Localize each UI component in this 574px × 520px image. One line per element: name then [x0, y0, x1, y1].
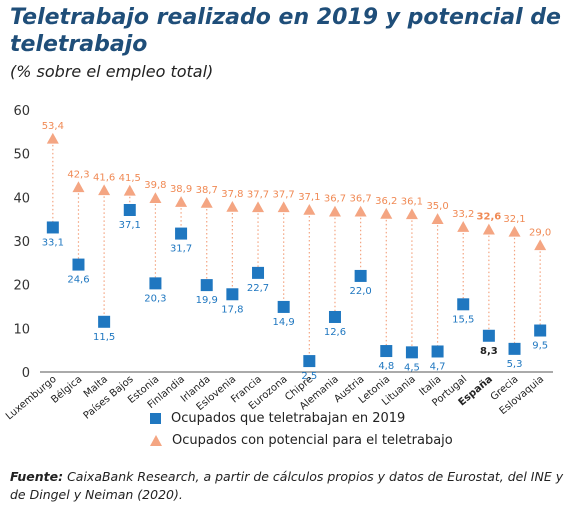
triangle-marker-icon: [150, 435, 162, 446]
potencial-point: [252, 201, 265, 213]
y-tick-label: 60: [13, 104, 30, 119]
realizado-point: [46, 221, 59, 234]
legend-label-realizado: Ocupados que teletrabajan en 2019: [171, 411, 406, 426]
potencial-value-label: 36,1: [401, 196, 423, 207]
potencial-value-label: 37,8: [221, 189, 243, 200]
potencial-value-label: 36,2: [375, 196, 397, 207]
potencial-value-label: 37,1: [298, 192, 320, 203]
potencial-point: [405, 208, 418, 220]
realizado-value-label: 20,3: [144, 293, 166, 304]
y-tick-label: 0: [22, 366, 30, 381]
realizado-value-label: 5,3: [507, 359, 523, 370]
realizado-value-label: 33,1: [42, 237, 64, 248]
potencial-value-label: 41,6: [93, 172, 115, 183]
realizado-point: [226, 288, 239, 301]
legend-item-realizado: Ocupados que teletrabajan en 2019: [150, 411, 405, 426]
realizado-value-label: 22,7: [247, 283, 269, 294]
potencial-value-label: 38,7: [196, 185, 218, 196]
potencial-value-label: 41,5: [119, 173, 141, 184]
potencial-point: [482, 223, 495, 235]
realizado-value-label: 37,1: [119, 220, 141, 231]
realizado-point: [405, 346, 418, 359]
potencial-point: [277, 201, 290, 213]
realizado-point: [534, 324, 547, 337]
y-tick-label: 50: [13, 148, 30, 163]
potencial-point: [303, 203, 316, 215]
potencial-value-label: 37,7: [273, 189, 295, 200]
potencial-value-label: 32,6: [477, 212, 502, 223]
realizado-point: [303, 355, 316, 368]
source-label: Fuente:: [10, 469, 64, 484]
realizado-point: [175, 227, 188, 240]
realizado-value-label: 4,7: [430, 361, 446, 372]
potencial-point: [46, 132, 59, 144]
realizado-point: [277, 300, 290, 313]
realizado-point: [200, 279, 213, 292]
realizado-point: [482, 329, 495, 342]
y-tick-label: 20: [13, 279, 30, 294]
realizado-value-label: 4,8: [378, 361, 394, 372]
y-tick-label: 40: [13, 191, 30, 206]
potencial-value-label: 35,0: [426, 201, 448, 212]
realizado-value-label: 12,6: [324, 327, 346, 338]
potencial-point: [380, 207, 393, 219]
potencial-value-label: 36,7: [324, 194, 346, 205]
potencial-value-label: 38,9: [170, 184, 192, 195]
source-note: Fuente: CaixaBank Research, a partir de …: [10, 468, 570, 504]
realizado-value-label: 31,7: [170, 244, 192, 255]
realizado-value-label: 14,9: [273, 317, 295, 328]
legend-item-potencial: Ocupados con potencial para el teletraba…: [150, 433, 453, 448]
realizado-value-label: 15,5: [452, 314, 474, 325]
potencial-point: [123, 184, 136, 196]
potencial-point: [328, 205, 341, 217]
potencial-point: [149, 192, 162, 204]
potencial-point: [98, 184, 111, 196]
realizado-point: [72, 258, 85, 271]
realizado-value-label: 2,5: [301, 371, 317, 382]
chart-title: Teletrabajo realizado en 2019 y potencia…: [10, 5, 561, 57]
potencial-value-label: 37,7: [247, 189, 269, 200]
potencial-point: [457, 221, 470, 232]
potencial-point: [200, 197, 213, 208]
realizado-point: [328, 310, 341, 323]
potencial-value-label: 39,8: [144, 180, 166, 191]
realizado-point: [149, 277, 162, 290]
legend-label-potencial: Ocupados con potencial para el teletraba…: [172, 433, 453, 448]
realizado-point: [98, 315, 111, 328]
potencial-value-label: 42,3: [67, 169, 89, 180]
potencial-point: [72, 181, 85, 193]
potencial-value-label: 36,7: [349, 194, 371, 205]
realizado-point: [431, 345, 444, 358]
y-tick-label: 30: [13, 235, 30, 250]
source-text: CaixaBank Research, a partir de cálculos…: [10, 469, 564, 502]
realizado-point: [252, 266, 265, 279]
potencial-value-label: 32,1: [503, 214, 525, 225]
square-marker-icon: [150, 413, 161, 424]
potencial-point: [534, 239, 547, 251]
realizado-point: [457, 298, 470, 311]
potencial-point: [431, 213, 444, 224]
realizado-point: [508, 342, 521, 355]
realizado-point: [354, 269, 367, 282]
realizado-point: [380, 345, 393, 358]
y-tick-label: 10: [13, 322, 30, 337]
realizado-point: [123, 203, 136, 216]
realizado-value-label: 11,5: [93, 332, 115, 343]
potencial-point: [175, 196, 188, 207]
potencial-point: [226, 200, 239, 212]
realizado-value-label: 24,6: [67, 275, 89, 286]
chart-subtitle: (% sobre el empleo total): [10, 62, 214, 81]
realizado-value-label: 4,5: [404, 362, 420, 373]
realizado-value-label: 19,9: [196, 295, 218, 306]
potencial-value-label: 53,4: [42, 121, 64, 132]
realizado-value-label: 22,0: [349, 286, 371, 297]
realizado-value-label: 9,5: [532, 341, 548, 352]
potencial-point: [354, 205, 367, 217]
realizado-value-label: 17,8: [221, 304, 243, 315]
realizado-value-label: 8,3: [480, 346, 498, 357]
potencial-value-label: 29,0: [529, 227, 551, 238]
potencial-point: [508, 225, 521, 237]
potencial-value-label: 33,2: [452, 209, 474, 220]
